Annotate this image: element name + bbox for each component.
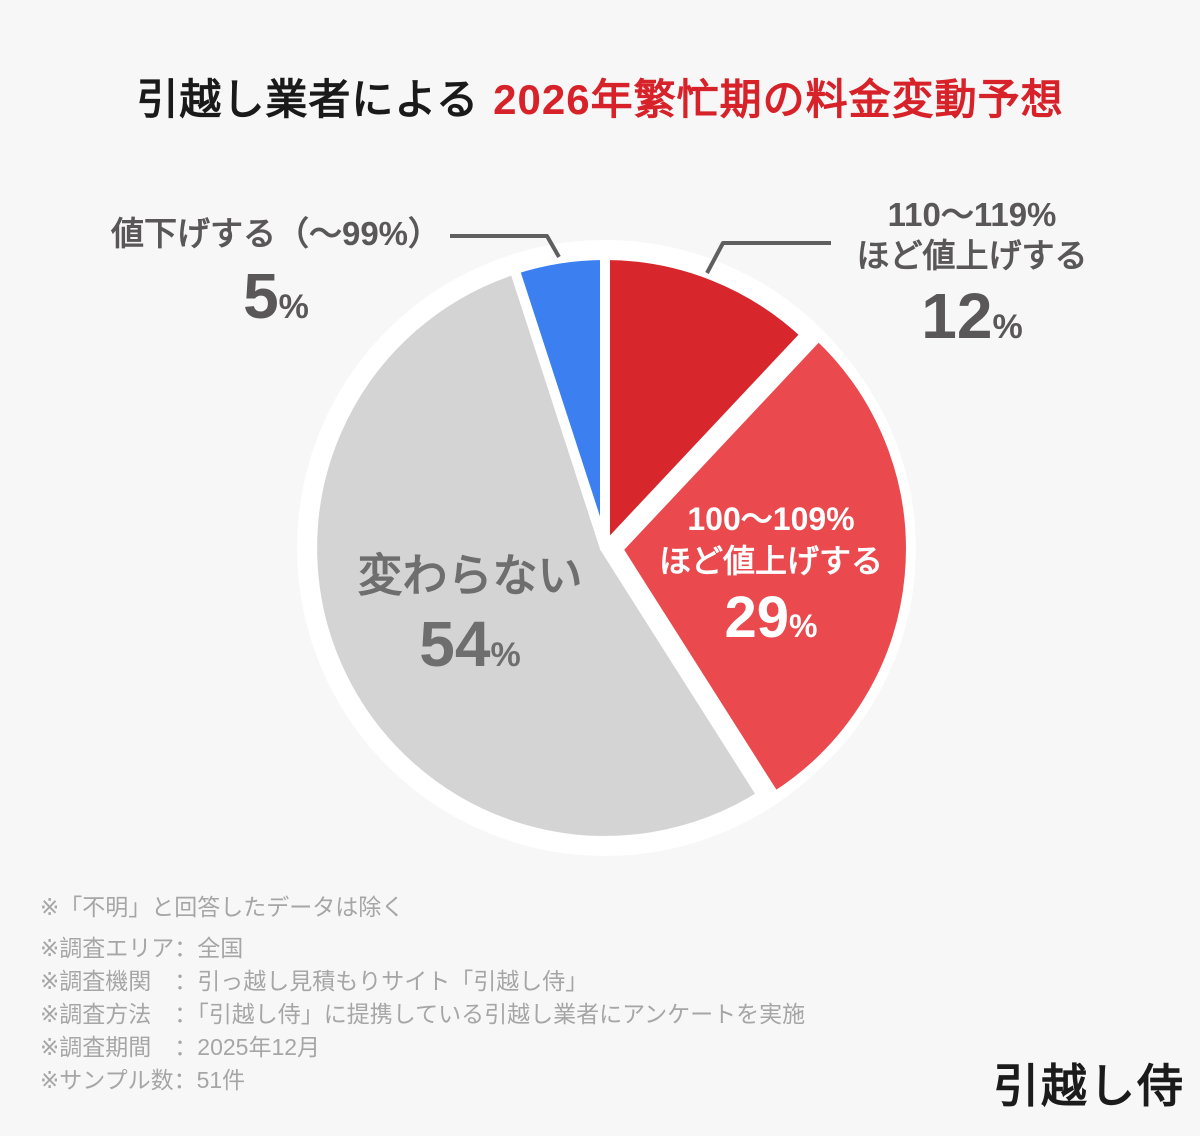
note-period: ※調査期間 ：2025年12月 [40,1034,321,1060]
pie-slice-up-110-119 [600,250,811,553]
note-organization: ※調査機関 ：引っ越し見積もりサイト「引越し侍」 [40,968,589,994]
note-sample-size: ※サンプル数：51件 [40,1067,246,1093]
note-method: ※調査方法 ：「引越し侍」に提携している引越し業者にアンケートを実施 [40,1001,806,1027]
value-number: 5 [243,260,279,332]
percent-sign: % [490,636,521,674]
label-no-change-line1: 変わらない [357,550,583,601]
label-up-100-109-value: 29% [642,589,900,647]
label-up-110-119-line1: 110〜119% [887,196,1057,233]
label-no-change-value: 54% [330,612,610,676]
percent-sign: % [278,288,309,326]
value-number: 54 [419,608,491,680]
label-up-110-119-line2: ほど値上げする [856,237,1088,274]
label-up-100-109: 100〜109% ほど値上げする 29% [642,498,900,647]
label-up-110-119: 110〜119% ほど値上げする 12% [840,194,1104,348]
label-up-100-109-line1: 100〜109% [687,501,855,537]
value-number: 29 [724,585,790,650]
note-area: ※調査エリア：全国 [40,935,244,961]
survey-notes: ※「不明」と回答したデータは除く ※調査エリア：全国 ※調査機関 ：引っ越し見積… [40,891,805,1097]
title-red-part: 2026年繁忙期の料金変動予想 [493,76,1064,123]
brand-logo: 引越し侍 [993,1060,1185,1112]
pie-slice-down [509,249,610,553]
label-down: 値下げする（〜99%） 5% [96,213,456,328]
label-down-line1: 値下げする（〜99%） [110,215,442,252]
label-no-change: 変わらない 54% [330,550,610,677]
leader-line-right [705,241,831,274]
percent-sign: % [992,308,1023,346]
label-up-100-109-line2: ほど値上げする [658,543,883,579]
title-black-part: 引越し業者による [136,76,480,123]
label-up-110-119-value: 12% [840,284,1104,348]
pie-slice-up-100-109 [612,330,916,802]
page-title: 引越し業者による 2026年繁忙期の料金変動予想 [0,66,1200,127]
leader-line-left [450,234,561,258]
label-down-value: 5% [96,264,456,328]
percent-sign: % [789,608,818,644]
pie-slices [307,249,916,846]
note-exclusion: ※「不明」と回答したデータは除く [40,894,405,920]
pie-slice-no-change [307,264,767,846]
value-number: 12 [921,280,993,352]
